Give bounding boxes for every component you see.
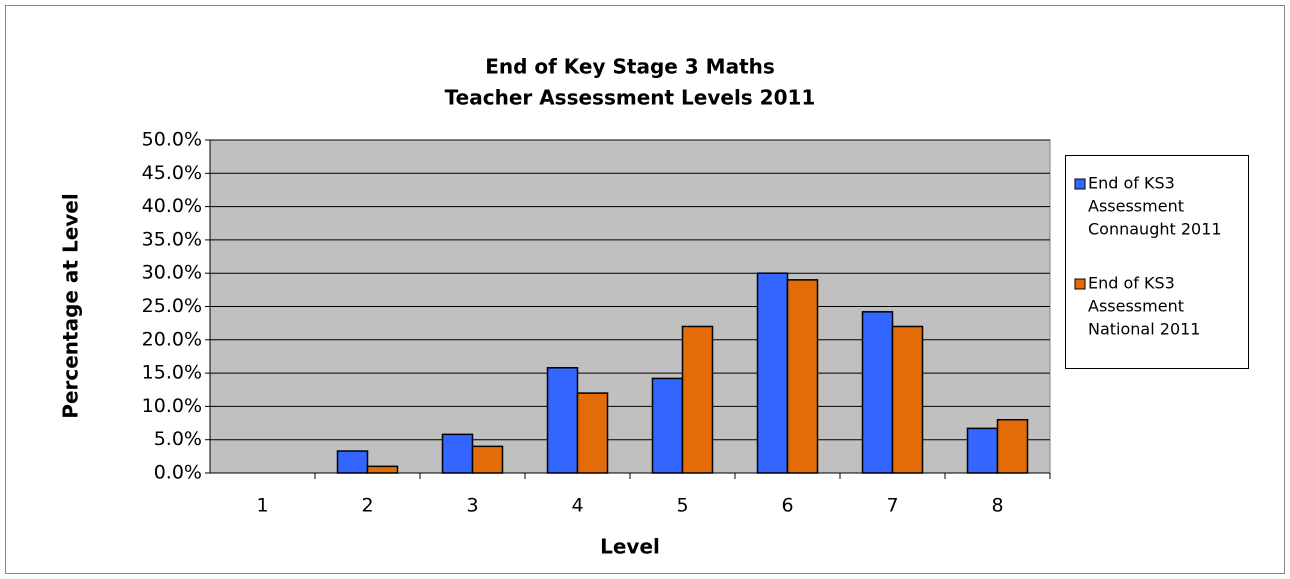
x-tick-label: 6 <box>781 495 793 517</box>
y-tick-label: 0.0% <box>154 462 202 484</box>
bar <box>861 311 894 474</box>
legend-label: National 2011 <box>1088 320 1200 339</box>
bar <box>336 450 369 474</box>
y-axis-label: Percentage at Level <box>59 193 83 418</box>
y-tick-label: 10.0% <box>142 395 202 417</box>
chart-title: End of Key Stage 3 Maths <box>485 55 775 79</box>
y-tick-label: 45.0% <box>142 162 202 184</box>
bar <box>441 433 474 474</box>
bar <box>786 279 819 474</box>
y-tick-label: 15.0% <box>142 362 202 384</box>
x-tick-label: 7 <box>886 495 898 517</box>
y-tick-label: 20.0% <box>142 328 202 350</box>
bar <box>546 367 579 474</box>
bar <box>471 445 504 474</box>
bar <box>756 272 789 474</box>
bar <box>576 392 609 474</box>
chart-title: Teacher Assessment Levels 2011 <box>445 86 816 110</box>
bar <box>966 427 999 474</box>
x-tick-label: 3 <box>466 495 478 517</box>
bar <box>996 418 1029 474</box>
x-axis-label: Level <box>600 535 660 559</box>
y-tick-label: 50.0% <box>142 129 202 151</box>
bar <box>366 465 399 474</box>
legend-label: Assessment <box>1088 297 1184 316</box>
y-tick-label: 40.0% <box>142 195 202 217</box>
y-tick-label: 5.0% <box>154 428 202 450</box>
legend-label: Connaught 2011 <box>1088 220 1222 239</box>
x-tick-label: 8 <box>991 495 1003 517</box>
y-tick-label: 35.0% <box>142 228 202 250</box>
bar <box>681 325 714 474</box>
bar <box>651 377 684 474</box>
legend-box <box>1065 155 1249 369</box>
legend-swatch <box>1074 278 1086 290</box>
y-tick-label: 25.0% <box>142 295 202 317</box>
x-tick-label: 2 <box>361 495 373 517</box>
legend-swatch <box>1074 178 1086 190</box>
legend-label: End of KS3 <box>1088 174 1175 193</box>
legend-label: Assessment <box>1088 197 1184 216</box>
x-tick-label: 4 <box>571 495 583 517</box>
bar <box>891 325 924 474</box>
x-tick-label: 5 <box>676 495 688 517</box>
legend-label: End of KS3 <box>1088 274 1175 293</box>
x-tick-label: 1 <box>256 495 268 517</box>
y-tick-label: 30.0% <box>142 262 202 284</box>
